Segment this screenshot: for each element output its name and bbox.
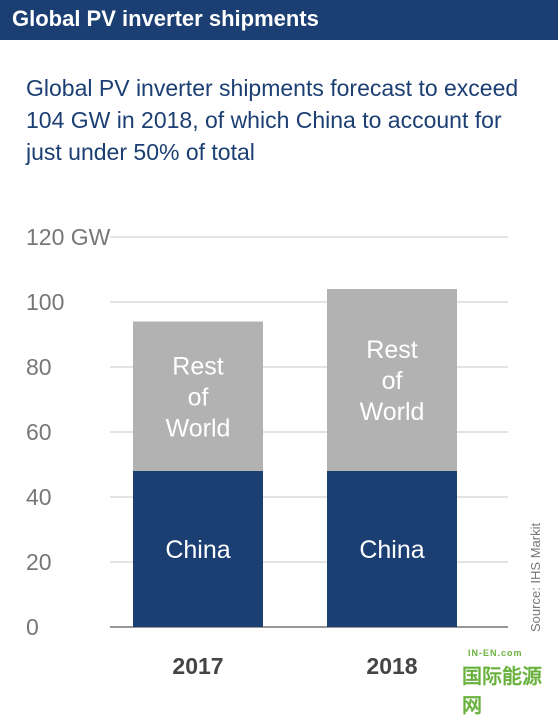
x-category-label: 2018 [366, 653, 417, 679]
bar-label: World [166, 414, 231, 442]
bar-label: Rest [366, 336, 417, 364]
y-tick-label: 40 [26, 484, 52, 510]
y-tick-label: 120 GW [26, 224, 111, 250]
bar-label: of [188, 383, 209, 411]
bar-label: Rest [172, 352, 223, 380]
watermark-small-text: IN-EN.com [468, 648, 523, 658]
bar-label: of [382, 367, 403, 395]
bar-label: World [360, 398, 425, 426]
y-tick-label: 0 [26, 614, 39, 640]
y-tick-label: 20 [26, 549, 52, 575]
stacked-bar-chart: 0 20 40 60 80 100 120 GW China Rest of World 2017 Ch… [26, 224, 543, 679]
x-category-label: 2017 [172, 653, 223, 679]
source-note: Source: IHS Markit [528, 523, 543, 632]
bar-segment-rest-of-world [327, 289, 457, 471]
bar-segment-china [133, 471, 263, 627]
header-band: Global PV inverter shipments [0, 0, 558, 40]
bar-segment-rest-of-world [133, 321, 263, 471]
chart-header-title: Global PV inverter shipments [12, 6, 319, 31]
bar-label: China [359, 536, 424, 564]
watermark-logo-text: 国际能源网 [462, 666, 542, 717]
y-tick-label: 80 [26, 354, 52, 380]
y-tick-label: 100 [26, 289, 64, 315]
chart-subtitle: Global PV inverter shipments forecast to… [26, 75, 519, 165]
bar-segment-china [327, 471, 457, 627]
y-tick-label: 60 [26, 419, 52, 445]
bar-label: China [165, 536, 230, 564]
